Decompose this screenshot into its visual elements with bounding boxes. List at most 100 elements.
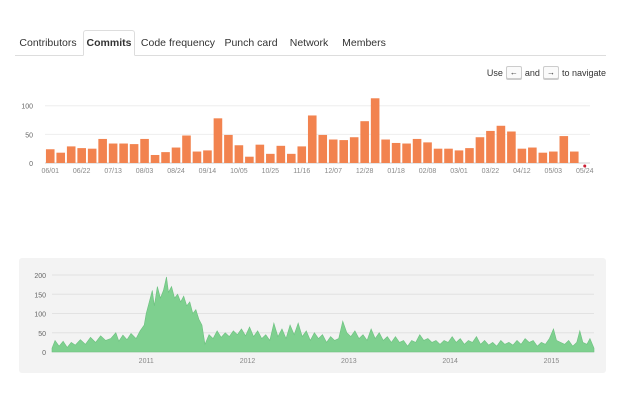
bar (276, 145, 286, 163)
x-tick-label: 06/01 (41, 168, 59, 175)
bar (287, 153, 296, 163)
bar (245, 156, 254, 163)
bar (454, 150, 464, 163)
x-tick-label: 01/18 (387, 168, 405, 175)
y-tick-label: 50 (38, 331, 46, 338)
x-tick-label: 2014 (442, 358, 458, 365)
x-tick-label: 08/24 (167, 168, 185, 175)
x-tick-label: 04/12 (513, 168, 531, 175)
y-tick-label: 0 (42, 350, 46, 357)
commit-history-area (51, 276, 595, 353)
x-tick-label: 12/28 (356, 168, 374, 175)
bar (549, 151, 558, 163)
x-tick-label: 2012 (240, 358, 256, 365)
bar (528, 147, 537, 163)
x-tick-label: 03/22 (482, 168, 500, 175)
repo-graphs-tabs: Contributors Commits Code frequency Punc… (15, 30, 606, 56)
bar (538, 152, 548, 163)
commit-history-panel: 0 50 100 150 200 2011 2012 2013 2014 2015 (19, 258, 606, 373)
x-tick-label: 05/24 (576, 168, 594, 175)
bar (307, 115, 317, 163)
y-tick-label: 200 (34, 273, 46, 280)
bar (339, 140, 348, 163)
keyboard-navigation-hint: Use ← and → to navigate (487, 66, 606, 79)
x-tick-label: 11/16 (293, 168, 310, 175)
bar (203, 150, 212, 163)
bar (360, 121, 369, 163)
bar (213, 118, 223, 163)
x-tick-label: 03/01 (450, 168, 468, 175)
tab-commits[interactable]: Commits (83, 30, 135, 56)
bar (318, 134, 328, 163)
bar (182, 135, 191, 163)
bar (475, 137, 485, 163)
hint-prefix: Use (486, 67, 503, 78)
left-arrow-key-icon: ← (505, 66, 522, 79)
x-tick-label: 08/03 (136, 168, 154, 175)
current-week-marker (583, 164, 587, 168)
bar (349, 137, 359, 163)
y-tick-label: 100 (21, 104, 33, 111)
bar (161, 152, 170, 163)
bar (297, 146, 307, 163)
tab-members[interactable]: Members (342, 37, 386, 49)
bar (465, 148, 474, 163)
bar (559, 136, 569, 163)
tab-contributors[interactable]: Contributors (19, 37, 77, 49)
x-tick-label: 10/25 (262, 168, 280, 175)
x-tick-label: 2015 (544, 358, 560, 365)
tab-punch-card[interactable]: Punch card (224, 37, 278, 49)
x-tick-label: 07/13 (104, 168, 122, 175)
bar (507, 131, 516, 163)
bar (108, 143, 118, 163)
y-tick-label: 0 (29, 161, 33, 168)
bar (45, 149, 55, 163)
y-tick-label: 150 (34, 292, 46, 299)
bar (402, 143, 411, 163)
bar (56, 152, 66, 163)
commit-history-area-chart[interactable]: 0 50 100 150 200 2011 2012 2013 2014 2015 (19, 258, 606, 373)
x-tick-label: 09/14 (199, 168, 217, 175)
hint-middle: and (524, 67, 540, 78)
x-tick-label: 06/22 (73, 168, 91, 175)
bar (444, 148, 453, 163)
x-tick-label: 05/03 (545, 168, 563, 175)
x-tick-label: 02/08 (419, 168, 437, 175)
tab-network[interactable]: Network (289, 37, 329, 49)
bar (129, 144, 139, 163)
weekly-commits-bar-chart[interactable]: 0 50 100 06/01 06/22 07/13 08/03 08/24 09/14 10/0… (15, 95, 600, 185)
bar (140, 138, 149, 163)
x-tick-label: 2013 (341, 358, 357, 365)
bar (77, 148, 86, 163)
hint-suffix: to navigate (561, 67, 606, 78)
bar (171, 147, 181, 163)
bar (234, 145, 244, 163)
y-tick-label: 100 (34, 312, 46, 319)
bar (391, 142, 401, 163)
right-arrow-key-icon: → (542, 66, 559, 79)
bar (423, 142, 432, 163)
bar (486, 130, 495, 163)
y-tick-label: 50 (25, 132, 33, 139)
bar (328, 139, 338, 163)
bar (150, 154, 160, 163)
bar (255, 144, 265, 163)
x-tick-label: 2011 (139, 358, 154, 365)
x-tick-label: 10/05 (230, 168, 248, 175)
bar (224, 134, 233, 163)
bar (412, 138, 422, 163)
bar (381, 139, 390, 163)
bar (433, 148, 443, 163)
bar (98, 138, 107, 163)
tab-code-frequency[interactable]: Code frequency (140, 37, 216, 49)
bar (517, 148, 527, 163)
x-tick-label: 12/07 (324, 168, 342, 175)
bar (192, 151, 202, 163)
bar (119, 143, 128, 163)
bar (66, 146, 76, 163)
bar (370, 98, 380, 163)
bar (266, 153, 275, 163)
bar (569, 151, 579, 163)
bar (496, 125, 506, 163)
bar (87, 148, 97, 163)
